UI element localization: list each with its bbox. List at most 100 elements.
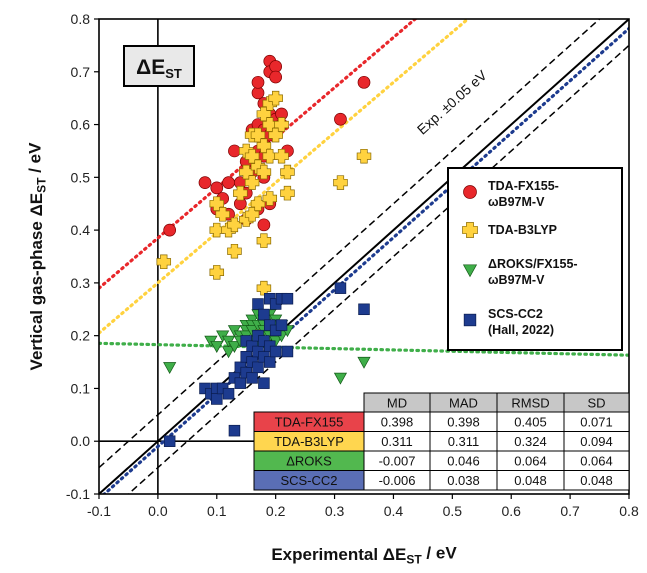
x-tick-label: 0.6 <box>501 503 521 519</box>
point-s1-8 <box>233 185 248 201</box>
table-row-label: ΔROKS <box>286 454 332 469</box>
legend-box <box>447 167 623 351</box>
x-tick-label: 0.1 <box>207 503 227 519</box>
fit-line-0 <box>99 19 418 290</box>
table-row-label: TDA-B3LYP <box>274 434 344 449</box>
point-s1-23 <box>256 233 272 248</box>
table-cell-value: 0.048 <box>514 473 547 488</box>
legend-label-3: SCS-CC2 (Hall, 2022) <box>488 307 554 337</box>
stats-table: MD MAD RMSD SD TDA-FX155 0.398 0.398 0.405 0.071… <box>253 392 630 491</box>
y-tick-label: 0.5 <box>71 169 91 185</box>
point-s2-5 <box>221 346 236 359</box>
table-cell-value: -0.006 <box>379 473 416 488</box>
y-tick-label: -0.1 <box>66 486 90 502</box>
table-cell-3-3 <box>563 470 630 491</box>
annotations: ΔEST Exp. ±0.05 eV <box>123 45 490 138</box>
chart-title: ΔEST <box>136 56 182 81</box>
y-tick-label: 0.6 <box>71 117 91 133</box>
point-s1-18 <box>250 196 266 211</box>
point-s1-2 <box>209 222 225 238</box>
legend-marker-2 <box>462 264 478 278</box>
point-s0-37 <box>334 112 347 126</box>
point-s1-35 <box>333 175 348 190</box>
reference-line-2 <box>127 44 629 494</box>
fit-lines <box>99 19 629 494</box>
table-cell-value: 0.398 <box>447 415 480 430</box>
point-s0-38 <box>357 75 371 89</box>
point-s1-33 <box>280 164 295 180</box>
point-s1-27 <box>262 148 278 164</box>
point-s3-21 <box>258 308 270 321</box>
point-s0-17 <box>251 75 265 89</box>
table-header-label: RMSD <box>511 396 549 411</box>
point-s2-2 <box>210 341 224 353</box>
point-s1-28 <box>262 191 278 206</box>
point-s0-25 <box>257 218 271 232</box>
x-tick-label: 0.8 <box>619 503 639 519</box>
point-s3-20 <box>252 361 264 374</box>
point-s1-34 <box>280 185 295 201</box>
fit-line-3 <box>101 26 629 494</box>
fit-line-1 <box>99 19 471 335</box>
y-tick-label: 0.2 <box>71 328 91 344</box>
y-tick-label: 0.7 <box>71 64 91 80</box>
point-s2-0 <box>163 362 177 375</box>
plot-frame <box>98 18 630 495</box>
point-s0-2 <box>210 181 224 195</box>
point-s0-0 <box>163 223 177 237</box>
point-s1-3 <box>209 265 225 280</box>
table-cell-value: 0.405 <box>514 415 547 430</box>
point-s0-31 <box>269 60 283 73</box>
table-row-label: SCS-CC2 <box>280 473 337 488</box>
point-s3-4 <box>211 393 223 405</box>
point-s1-31 <box>274 117 289 132</box>
table-cell-value: 0.311 <box>448 434 480 449</box>
point-s1-32 <box>274 148 289 164</box>
x-tick-label: 0.4 <box>384 503 404 519</box>
y-tick-label: 0.4 <box>71 222 91 238</box>
data-points <box>156 54 372 447</box>
point-s3-24 <box>258 377 270 389</box>
point-s1-7 <box>227 243 242 259</box>
point-s3-31 <box>269 345 282 358</box>
table-cell-value: 0.064 <box>514 454 547 469</box>
point-s3-17 <box>252 298 264 310</box>
point-s3-34 <box>281 292 294 305</box>
point-s0-16 <box>251 86 265 100</box>
table-cell-value: 0.048 <box>580 473 613 488</box>
y-axis-title: Vertical gas-phase ΔEST / eV <box>26 142 49 371</box>
legend-label-1: TDA-B3LYP <box>488 223 557 237</box>
point-s0-1 <box>198 176 212 189</box>
y-tick-label: 0.0 <box>71 433 91 449</box>
point-s3-0 <box>163 435 176 447</box>
legend-marker-3 <box>463 313 477 327</box>
table-cell-value: 0.324 <box>514 434 547 449</box>
table-row-label: TDA-FX155 <box>275 415 344 430</box>
fit-line-2 <box>99 341 629 357</box>
table-cell-value: 0.064 <box>580 454 613 469</box>
x-tick-label: -0.1 <box>87 503 111 519</box>
y-tick-label: 0.3 <box>71 275 91 291</box>
table-cell-value: 0.038 <box>447 473 480 488</box>
x-tick-label: 0.3 <box>325 503 345 519</box>
x-tick-label: 0.2 <box>266 503 286 519</box>
point-s1-22 <box>256 164 272 180</box>
x-axis-title: Experimental ΔEST / eV <box>271 544 457 567</box>
point-s1-14 <box>244 175 260 190</box>
point-s3-28 <box>264 356 276 368</box>
point-s3-6 <box>222 387 235 400</box>
point-s3-7 <box>228 424 241 437</box>
point-s3-37 <box>358 303 370 316</box>
point-s3-33 <box>275 319 288 331</box>
legend-marker-1 <box>462 222 478 238</box>
table-header-label: MD <box>387 396 407 411</box>
legend-marker-0 <box>463 185 477 199</box>
point-s3-16 <box>246 372 258 384</box>
point-s0-5 <box>222 176 235 189</box>
reference-line-1 <box>99 19 601 469</box>
y-tick-label: 0.8 <box>71 11 91 27</box>
reference-line-0 <box>99 19 629 494</box>
point-s2-34 <box>333 372 348 385</box>
table-header-label: SD <box>587 396 605 411</box>
